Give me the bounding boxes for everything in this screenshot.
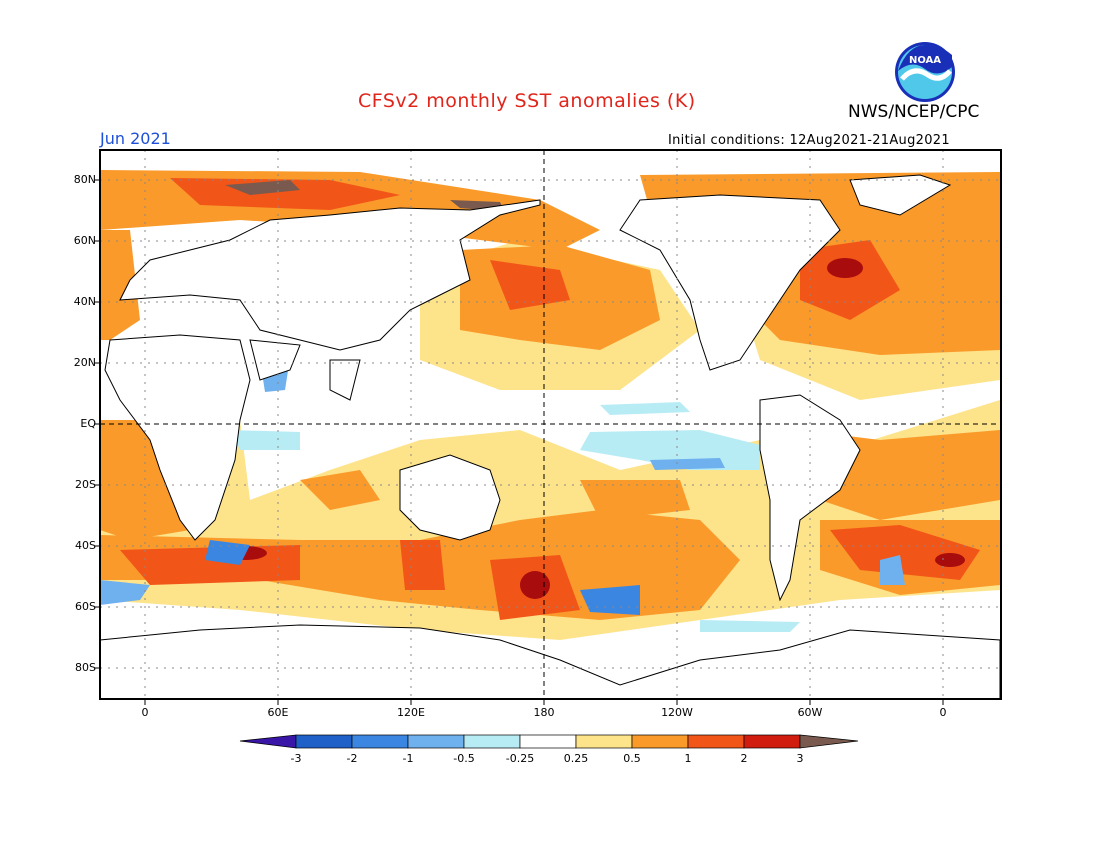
colorbar-label: -0.5: [453, 752, 475, 765]
equator-dateline: [100, 150, 1000, 699]
lat-label: 20N: [73, 356, 96, 369]
lat-label: EQ: [80, 417, 96, 430]
colorbar-swatch: [239, 734, 297, 749]
lat-label: 80N: [73, 173, 96, 186]
graticule: [100, 150, 1000, 699]
lat-label: 40S: [75, 539, 96, 552]
lat-label: 40N: [73, 295, 96, 308]
colorbar-swatch: [799, 734, 859, 749]
lat-label: 60N: [73, 234, 96, 247]
svg-text:NOAA: NOAA: [909, 55, 941, 66]
lon-label: 0: [939, 706, 947, 719]
lat-label: 60S: [75, 600, 96, 613]
agency-label: NWS/NCEP/CPC: [848, 102, 980, 122]
colorbar-swatch: [631, 734, 689, 749]
colorbar-swatch: [407, 734, 465, 749]
lat-label: 80S: [75, 661, 96, 674]
colorbar-swatch: [743, 734, 801, 749]
lon-label: 60W: [797, 706, 823, 719]
colorbar-label: 0.25: [563, 752, 589, 765]
forecast-month: Jun 2021: [100, 129, 171, 148]
colorbar-swatch: [687, 734, 745, 749]
lon-label: 120E: [397, 706, 425, 719]
initial-conditions: Initial conditions: 12Aug2021-21Aug2021: [668, 133, 950, 148]
lon-label: 60E: [267, 706, 289, 719]
lon-label: 120W: [661, 706, 693, 719]
lat-label: 20S: [75, 478, 96, 491]
colorbar-label: -1: [402, 752, 414, 765]
lon-label: 0: [141, 706, 149, 719]
colorbar-label: 1: [684, 752, 692, 765]
colorbar-swatch: [519, 734, 577, 749]
colorbar-swatch: [351, 734, 409, 749]
map-title: CFSv2 monthly SST anomalies (K): [358, 90, 696, 112]
colorbar-swatch: [295, 734, 353, 749]
colorbar-label: -2: [346, 752, 358, 765]
colorbar: [239, 734, 859, 749]
colorbar-swatch: [463, 734, 521, 749]
colorbar-label: 0.5: [623, 752, 641, 765]
lon-label: 180: [533, 706, 555, 719]
continents: [100, 174, 1001, 699]
noaa-logo-icon: NOAA: [895, 42, 955, 102]
colorbar-label: -0.25: [505, 752, 535, 765]
colorbar-label: 2: [740, 752, 748, 765]
colorbar-label: -3: [290, 752, 302, 765]
colorbar-label: 3: [796, 752, 804, 765]
colorbar-swatch: [575, 734, 633, 749]
